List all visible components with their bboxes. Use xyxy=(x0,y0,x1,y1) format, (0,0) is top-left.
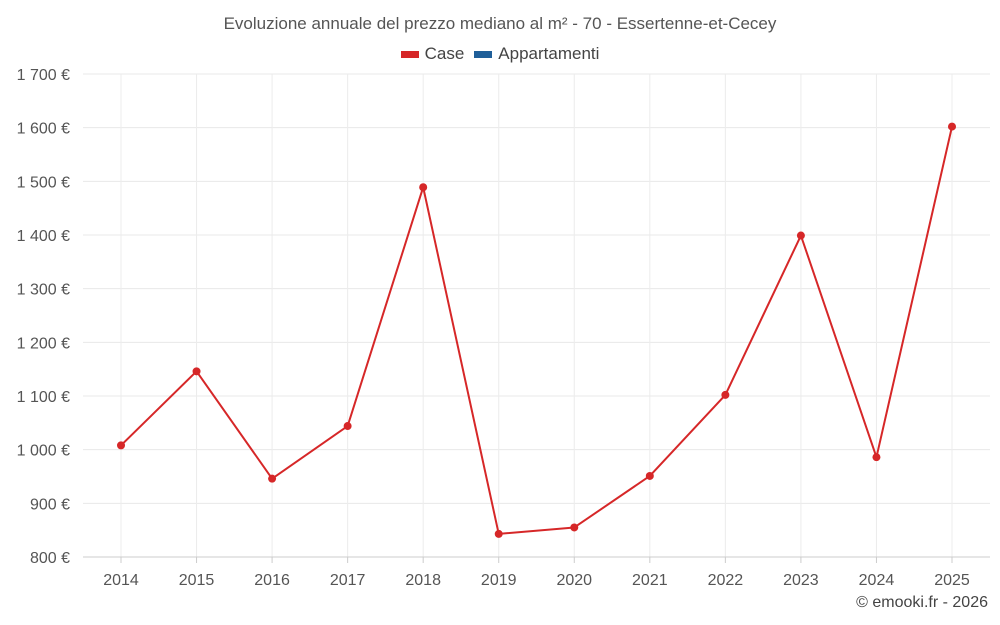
data-point xyxy=(268,474,277,483)
y-tick-label: 800 € xyxy=(30,550,70,567)
x-tick-label: 2024 xyxy=(859,572,895,589)
legend-label-case: Case xyxy=(424,44,465,63)
y-tick-label: 1 500 € xyxy=(17,174,70,191)
data-point xyxy=(494,529,503,538)
copyright-text: © emooki.fr - 2026 xyxy=(856,594,988,611)
series-line-case xyxy=(120,126,953,535)
legend-swatch-case xyxy=(400,50,419,58)
x-tick-label: 2020 xyxy=(556,572,592,589)
data-point xyxy=(117,441,125,450)
x-tick-label: 2019 xyxy=(481,572,517,589)
y-tick-label: 1 700 € xyxy=(17,67,70,84)
y-tick-label: 1 300 € xyxy=(17,282,70,299)
y-tick-label: 1 600 € xyxy=(17,121,70,138)
y-tick-label: 1 200 € xyxy=(17,335,70,352)
data-point xyxy=(343,422,352,431)
legend-swatch-appartamenti xyxy=(474,50,493,58)
x-tick-label: 2016 xyxy=(254,572,290,589)
data-point xyxy=(419,183,428,192)
x-tick-label: 2017 xyxy=(330,572,366,589)
legend-item-case[interactable]: Case xyxy=(400,44,465,64)
legend-item-appartamenti[interactable]: Appartamenti xyxy=(474,44,599,64)
x-tick-label: 2014 xyxy=(103,572,139,589)
x-tick-label: 2018 xyxy=(405,572,441,589)
data-point xyxy=(872,453,881,462)
y-tick-label: 1 000 € xyxy=(17,443,70,460)
legend-label-appartamenti: Appartamenti xyxy=(498,44,600,63)
legend: Case Appartamenti xyxy=(0,44,1000,64)
x-tick-label: 2023 xyxy=(783,572,819,589)
x-tick-label: 2015 xyxy=(179,572,215,589)
x-tick-label: 2021 xyxy=(632,572,668,589)
data-point xyxy=(721,390,730,399)
chart-title: Evoluzione annuale del prezzo mediano al… xyxy=(223,14,777,33)
y-tick-label: 900 € xyxy=(30,496,70,513)
data-point xyxy=(948,122,956,131)
y-tick-label: 1 100 € xyxy=(17,389,70,406)
x-tick-label: 2025 xyxy=(934,572,970,589)
y-tick-label: 1 400 € xyxy=(17,228,70,245)
data-point xyxy=(645,471,654,480)
data-point xyxy=(570,523,579,532)
x-tick-label: 2022 xyxy=(708,572,744,589)
data-point xyxy=(796,231,805,240)
data-point xyxy=(192,367,201,376)
